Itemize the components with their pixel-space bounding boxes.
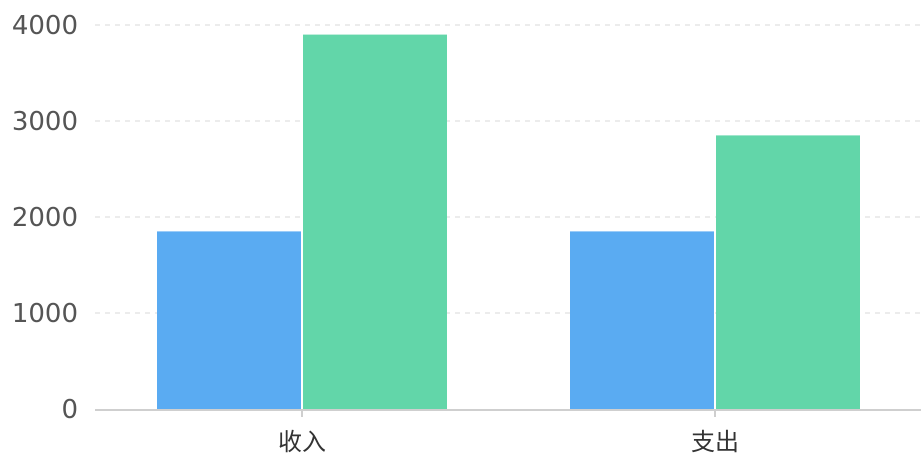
y-axis-tick-labels: 0 1000 2000 3000 4000 (12, 11, 78, 425)
y-tick-label-0: 0 (61, 395, 78, 425)
x-axis-category-labels: 收入 支出 (278, 410, 739, 456)
y-tick-label-4000: 4000 (12, 11, 78, 41)
bars (157, 34, 860, 409)
bar-1-series-2 (303, 34, 447, 409)
x-category-label-2: 支出 (691, 428, 739, 456)
bar-2-series-1 (570, 231, 714, 409)
y-tick-label-2000: 2000 (12, 203, 78, 233)
bar-1-series-1 (157, 231, 301, 409)
bar-2-series-2 (716, 135, 860, 409)
y-tick-label-1000: 1000 (12, 299, 78, 329)
y-tick-label-3000: 3000 (12, 107, 78, 137)
x-category-label-1: 收入 (278, 428, 326, 456)
gridlines (95, 24, 921, 314)
